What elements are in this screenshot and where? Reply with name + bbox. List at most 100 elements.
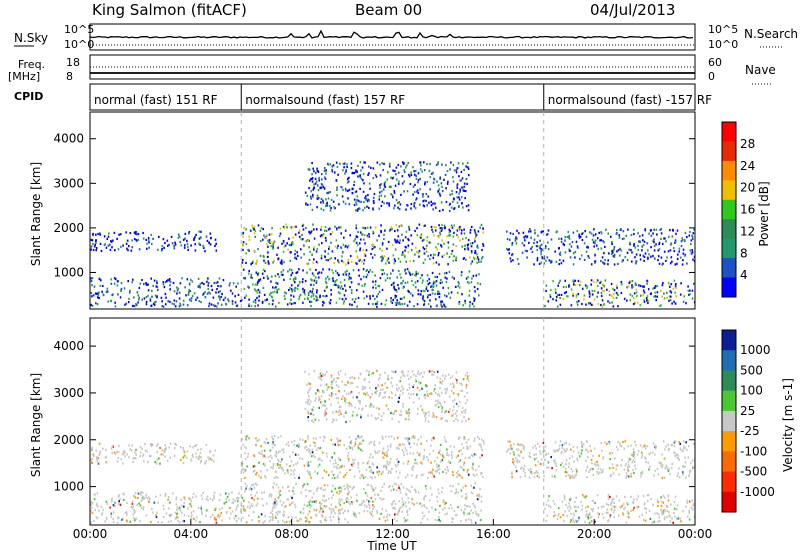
- range-cell: [441, 185, 443, 188]
- range-cell: [585, 459, 587, 462]
- range-cell: [100, 249, 103, 253]
- range-cell: [262, 521, 264, 524]
- range-cell: [329, 227, 331, 230]
- range-cell: [399, 488, 401, 491]
- range-cell: [676, 257, 679, 260]
- range-cell: [311, 180, 314, 183]
- range-cell: [432, 171, 434, 174]
- range-cell: [94, 292, 97, 295]
- range-cell: [611, 242, 613, 246]
- range-cell: [378, 470, 380, 473]
- range-cell: [325, 259, 327, 262]
- range-cell: [376, 466, 378, 469]
- range-cell: [259, 452, 261, 455]
- range-cell: [90, 245, 93, 248]
- range-cell: [338, 203, 340, 206]
- range-cell: [370, 475, 372, 479]
- range-cell: [353, 462, 356, 465]
- range-cell: [374, 498, 377, 501]
- range-cell: [644, 456, 646, 459]
- range-cell: [423, 505, 426, 508]
- range-cell: [308, 403, 311, 406]
- range-cell: [680, 256, 682, 259]
- range-cell: [328, 245, 331, 248]
- range-cell: [105, 461, 107, 464]
- range-cell: [646, 494, 649, 497]
- range-cell: [640, 472, 642, 475]
- range-cell: [413, 170, 415, 173]
- range-cell: [399, 380, 401, 383]
- range-cell: [523, 236, 525, 239]
- range-cell: [340, 285, 343, 288]
- range-cell: [245, 436, 247, 439]
- range-cell: [465, 385, 467, 388]
- range-cell: [660, 508, 662, 511]
- range-cell: [91, 448, 93, 451]
- range-cell: [534, 229, 536, 232]
- range-cell: [673, 250, 676, 253]
- range-cell: [257, 304, 259, 307]
- range-cell: [394, 296, 396, 299]
- range-cell: [169, 514, 171, 517]
- range-cell: [463, 415, 465, 419]
- range-cell: [363, 510, 365, 513]
- range-cell: [273, 503, 275, 506]
- range-cell: [430, 285, 432, 288]
- range-cell: [315, 260, 318, 263]
- range-cell: [643, 300, 646, 303]
- range-cell: [592, 454, 594, 458]
- range-cell: [168, 243, 170, 246]
- range-cell: [310, 300, 313, 303]
- range-cell: [256, 491, 258, 494]
- range-cell: [594, 520, 596, 523]
- range-cell: [283, 226, 286, 230]
- range-cell: [371, 510, 373, 513]
- range-cell: [294, 503, 296, 506]
- range-cell: [322, 199, 324, 202]
- range-cell: [674, 507, 676, 510]
- range-cell: [200, 494, 203, 497]
- range-cell: [404, 236, 407, 239]
- range-cell: [337, 401, 339, 404]
- range-cell: [263, 440, 266, 444]
- range-cell: [309, 203, 312, 206]
- range-cell: [378, 290, 381, 293]
- range-cell: [252, 260, 254, 263]
- range-cell: [429, 453, 431, 456]
- range-cell: [334, 257, 336, 260]
- range-cell: [464, 197, 466, 200]
- range-cell: [254, 482, 257, 485]
- range-cell: [394, 507, 396, 510]
- range-cell: [457, 506, 459, 509]
- range-cell: [362, 500, 364, 503]
- range-cell: [355, 235, 358, 238]
- range-cell: [138, 298, 140, 301]
- range-cell: [131, 246, 134, 249]
- range-cell: [565, 291, 567, 294]
- range-cell: [691, 251, 694, 254]
- range-cell: [673, 279, 676, 282]
- range-cell: [664, 496, 666, 499]
- range-cell: [647, 249, 649, 252]
- range-cell: [260, 470, 262, 473]
- range-cell: [176, 508, 178, 511]
- range-cell: [347, 485, 350, 488]
- range-cell: [198, 300, 201, 303]
- range-cell: [594, 242, 596, 245]
- range-cell: [327, 191, 330, 194]
- range-cell: [587, 456, 589, 459]
- range-cell: [281, 458, 283, 461]
- range-cell: [419, 502, 421, 505]
- range-cell: [323, 435, 325, 438]
- y-tick-label: 2000: [53, 221, 84, 235]
- range-cell: [441, 255, 444, 258]
- range-cell: [658, 241, 661, 244]
- range-cell: [655, 228, 658, 231]
- range-cell: [558, 293, 560, 296]
- range-cell: [683, 238, 686, 242]
- range-cell: [535, 453, 537, 456]
- range-cell: [400, 224, 402, 227]
- range-cell: [637, 244, 639, 248]
- range-cell: [336, 272, 339, 275]
- range-cell: [510, 447, 513, 450]
